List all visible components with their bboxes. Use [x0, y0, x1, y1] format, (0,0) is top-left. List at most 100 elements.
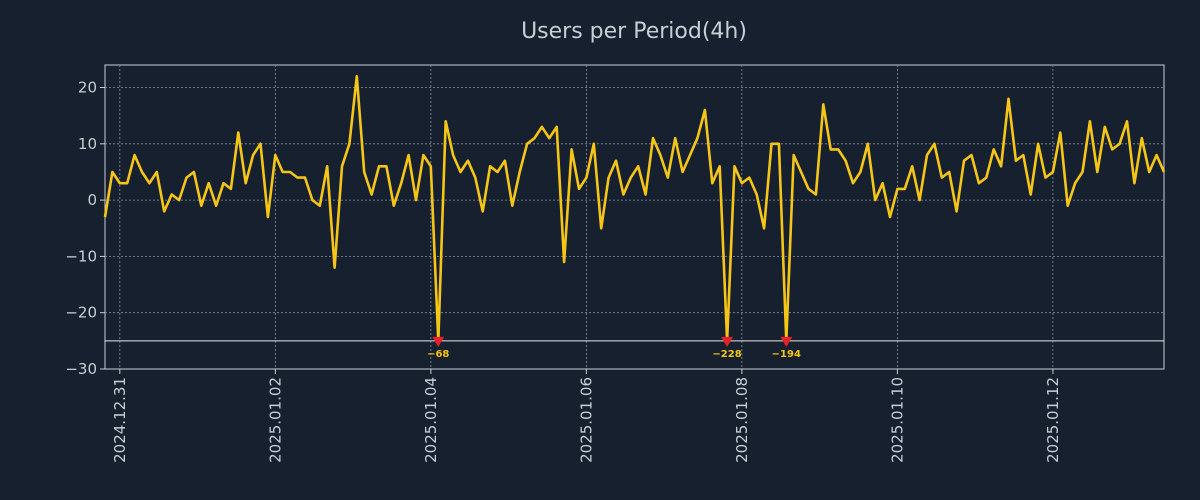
data-point: [814, 192, 818, 196]
data-point: [992, 147, 996, 151]
data-point: [903, 187, 907, 191]
data-point: [199, 204, 203, 208]
data-point: [836, 147, 840, 151]
data-point: [866, 142, 870, 146]
data-point: [377, 164, 381, 168]
data-point: [1110, 147, 1114, 151]
data-point: [495, 170, 499, 174]
data-point: [895, 187, 899, 191]
data-point: [681, 170, 685, 174]
data-point: [851, 181, 855, 185]
data-point: [503, 159, 507, 163]
data-point: [844, 159, 848, 163]
data-point: [947, 170, 951, 174]
data-point: [399, 181, 403, 185]
data-point: [918, 198, 922, 202]
data-point: [318, 204, 322, 208]
data-point: [1088, 119, 1092, 123]
data-point: [488, 164, 492, 168]
data-point: [888, 215, 892, 219]
y-tick-label: 0: [87, 191, 97, 209]
data-point: [940, 176, 944, 180]
data-point: [1029, 192, 1033, 196]
data-point: [184, 176, 188, 180]
data-point: [140, 170, 144, 174]
data-point: [547, 136, 551, 140]
data-point: [1162, 170, 1166, 174]
data-point: [584, 176, 588, 180]
data-point: [103, 215, 107, 219]
data-point: [821, 102, 825, 106]
data-point: [1140, 136, 1144, 140]
clip-marker: [780, 336, 793, 347]
grid: [105, 65, 1164, 369]
data-point: [325, 164, 329, 168]
data-point: [570, 147, 574, 151]
data-point: [688, 153, 692, 157]
data-point: [969, 153, 973, 157]
data-point: [1125, 119, 1129, 123]
clip-value-label: −194: [772, 349, 801, 360]
data-point: [1051, 170, 1055, 174]
data-point: [407, 153, 411, 157]
data-point: [658, 153, 662, 157]
chart-title: Users per Period(4h): [521, 19, 747, 44]
data-point: [977, 181, 981, 185]
y-tick-label: −10: [65, 247, 97, 265]
data-point: [592, 142, 596, 146]
data-point: [881, 181, 885, 185]
data-point: [799, 170, 803, 174]
axes: 20 10 0 −10 −20 −30 2024.12.31 2025.01.02 2025.0…: [65, 79, 1200, 463]
data-point: [429, 164, 433, 168]
data-point: [666, 176, 670, 180]
data-point: [510, 204, 514, 208]
data-point: [1066, 204, 1070, 208]
data-point: [910, 164, 914, 168]
data-point: [1155, 153, 1159, 157]
data-point: [636, 164, 640, 168]
x-tick-label: 2025.01.08: [733, 377, 751, 463]
data-point: [259, 142, 263, 146]
data-point: [214, 204, 218, 208]
data-point: [421, 153, 425, 157]
data-point: [1147, 170, 1151, 174]
data-point: [392, 204, 396, 208]
data-point: [621, 192, 625, 196]
data-point: [303, 176, 307, 180]
data-point: [1058, 131, 1062, 135]
data-point: [518, 170, 522, 174]
data-point: [1103, 125, 1107, 129]
data-point: [577, 187, 581, 191]
data-point: [562, 260, 566, 264]
clip-marker: [432, 336, 445, 347]
data-point: [221, 181, 225, 185]
data-point: [333, 266, 337, 270]
data-point: [266, 215, 270, 219]
series-layer: [103, 75, 1166, 343]
data-point: [525, 142, 529, 146]
x-tick-label: 2025.01.04: [422, 377, 440, 463]
y-tick-label: 20: [78, 79, 97, 97]
x-tick-label: 2025.01.02: [266, 377, 284, 463]
data-point: [1036, 142, 1040, 146]
data-point: [229, 187, 233, 191]
y-tick-label: −20: [65, 304, 97, 322]
data-point: [296, 176, 300, 180]
data-point: [1044, 176, 1048, 180]
data-point: [1095, 170, 1099, 174]
annotations: −68 −228 −194: [427, 336, 801, 360]
data-point: [540, 125, 544, 129]
data-point: [651, 136, 655, 140]
data-point: [481, 209, 485, 213]
y-tick-label: 10: [78, 135, 97, 153]
data-point: [340, 164, 344, 168]
data-point: [614, 159, 618, 163]
x-tick-label: 2025.01.12: [1044, 377, 1062, 463]
data-point: [1081, 170, 1085, 174]
data-point: [703, 108, 707, 112]
data-point: [607, 176, 611, 180]
data-point: [770, 142, 774, 146]
data-point: [644, 192, 648, 196]
data-point: [999, 164, 1003, 168]
